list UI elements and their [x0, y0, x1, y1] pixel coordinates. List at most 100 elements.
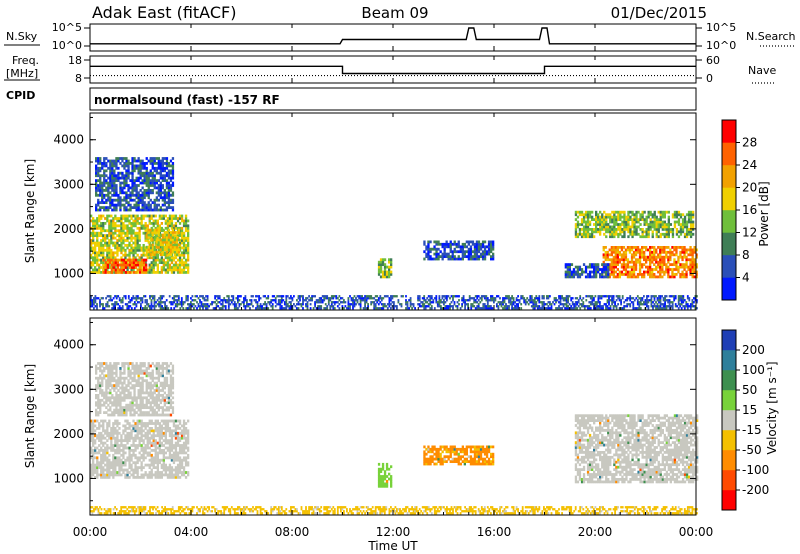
range-cell	[151, 166, 154, 170]
range-cell	[595, 228, 598, 231]
range-cell	[126, 236, 129, 240]
range-cell	[667, 299, 669, 302]
range-cell	[140, 439, 143, 442]
range-cell	[90, 424, 93, 428]
range-cell	[611, 301, 613, 304]
range-cell	[681, 228, 685, 231]
range-cell	[358, 297, 360, 300]
range-cell	[148, 251, 151, 255]
range-cell	[463, 245, 466, 249]
range-cell	[132, 236, 135, 240]
range-cell	[473, 245, 477, 249]
range-cell	[165, 201, 169, 204]
range-cell	[477, 242, 481, 246]
range-cell	[132, 246, 135, 250]
range-cell	[438, 299, 441, 302]
range-cell	[90, 427, 93, 430]
range-cell	[94, 234, 97, 237]
range-cell	[464, 303, 466, 306]
range-cell	[180, 263, 184, 267]
range-cell	[438, 297, 441, 300]
range-cell	[630, 248, 634, 252]
range-cell	[169, 248, 173, 252]
range-cell	[151, 179, 154, 182]
range-cell	[388, 265, 391, 269]
range-cell	[680, 295, 683, 298]
range-cell	[271, 299, 274, 302]
range-cell	[443, 255, 446, 258]
range-cell	[147, 248, 150, 252]
range-cell	[492, 240, 495, 244]
range-cell	[456, 305, 459, 308]
range-cell	[533, 299, 536, 302]
range-cell	[179, 307, 182, 310]
range-cell	[547, 307, 550, 310]
range-cell	[682, 297, 685, 300]
range-cell	[479, 307, 482, 310]
range-cell	[143, 258, 146, 262]
range-cell	[483, 297, 486, 300]
range-cell	[171, 171, 175, 175]
range-cell	[122, 431, 125, 435]
range-cell	[94, 224, 97, 228]
range-cell	[561, 295, 563, 298]
range-cell	[673, 248, 676, 252]
range-cell	[386, 307, 389, 310]
range-cell	[112, 307, 115, 310]
range-cell	[671, 305, 674, 308]
range-cell	[627, 218, 630, 221]
range-cell	[258, 297, 260, 300]
range-cell	[433, 307, 436, 310]
range-cell	[109, 186, 112, 190]
range-cell	[641, 230, 644, 234]
range-cell	[110, 256, 113, 260]
range-cell	[91, 303, 94, 306]
freq-label-top: Freq.	[12, 54, 39, 67]
range-cell	[574, 225, 578, 229]
range-cell	[113, 206, 116, 209]
range-cell	[609, 230, 612, 234]
range-cell	[133, 166, 136, 170]
range-cell	[134, 258, 138, 262]
range-cell	[441, 252, 444, 256]
range-cell	[136, 236, 139, 240]
range-cell	[657, 230, 660, 234]
range-cell	[617, 295, 619, 298]
range-cell	[606, 250, 609, 254]
range-cell	[154, 258, 157, 262]
range-cell	[159, 174, 162, 178]
range-cell	[103, 169, 106, 173]
range-cell	[663, 248, 666, 252]
range-cell	[127, 162, 130, 165]
range-cell	[483, 295, 486, 298]
range-cell	[687, 265, 690, 269]
range-cell	[663, 260, 666, 264]
range-cell	[197, 305, 200, 308]
range-cell	[161, 253, 164, 256]
noise-sky-line	[90, 27, 696, 45]
range-cell	[568, 263, 571, 266]
range-cell	[114, 431, 117, 435]
range-cell	[98, 444, 101, 447]
range-cell	[120, 229, 123, 233]
range-cell	[129, 179, 132, 182]
range-cell	[365, 301, 368, 304]
range-cell	[671, 263, 674, 266]
range-cell	[388, 260, 391, 264]
range-cell	[324, 303, 327, 306]
range-cell	[147, 303, 150, 306]
range-cell	[136, 231, 139, 235]
range-cell	[685, 220, 689, 224]
range-cell	[149, 203, 152, 207]
range-cell	[182, 301, 185, 304]
range-cell	[174, 256, 178, 260]
range-cell	[464, 307, 466, 310]
range-cell	[247, 305, 250, 308]
range-cell	[119, 157, 122, 160]
range-cell	[667, 235, 670, 239]
range-cell	[685, 250, 688, 254]
range-cell	[94, 301, 97, 304]
range-cell	[182, 246, 186, 250]
range-cell	[573, 303, 576, 306]
range-cell	[595, 263, 598, 266]
